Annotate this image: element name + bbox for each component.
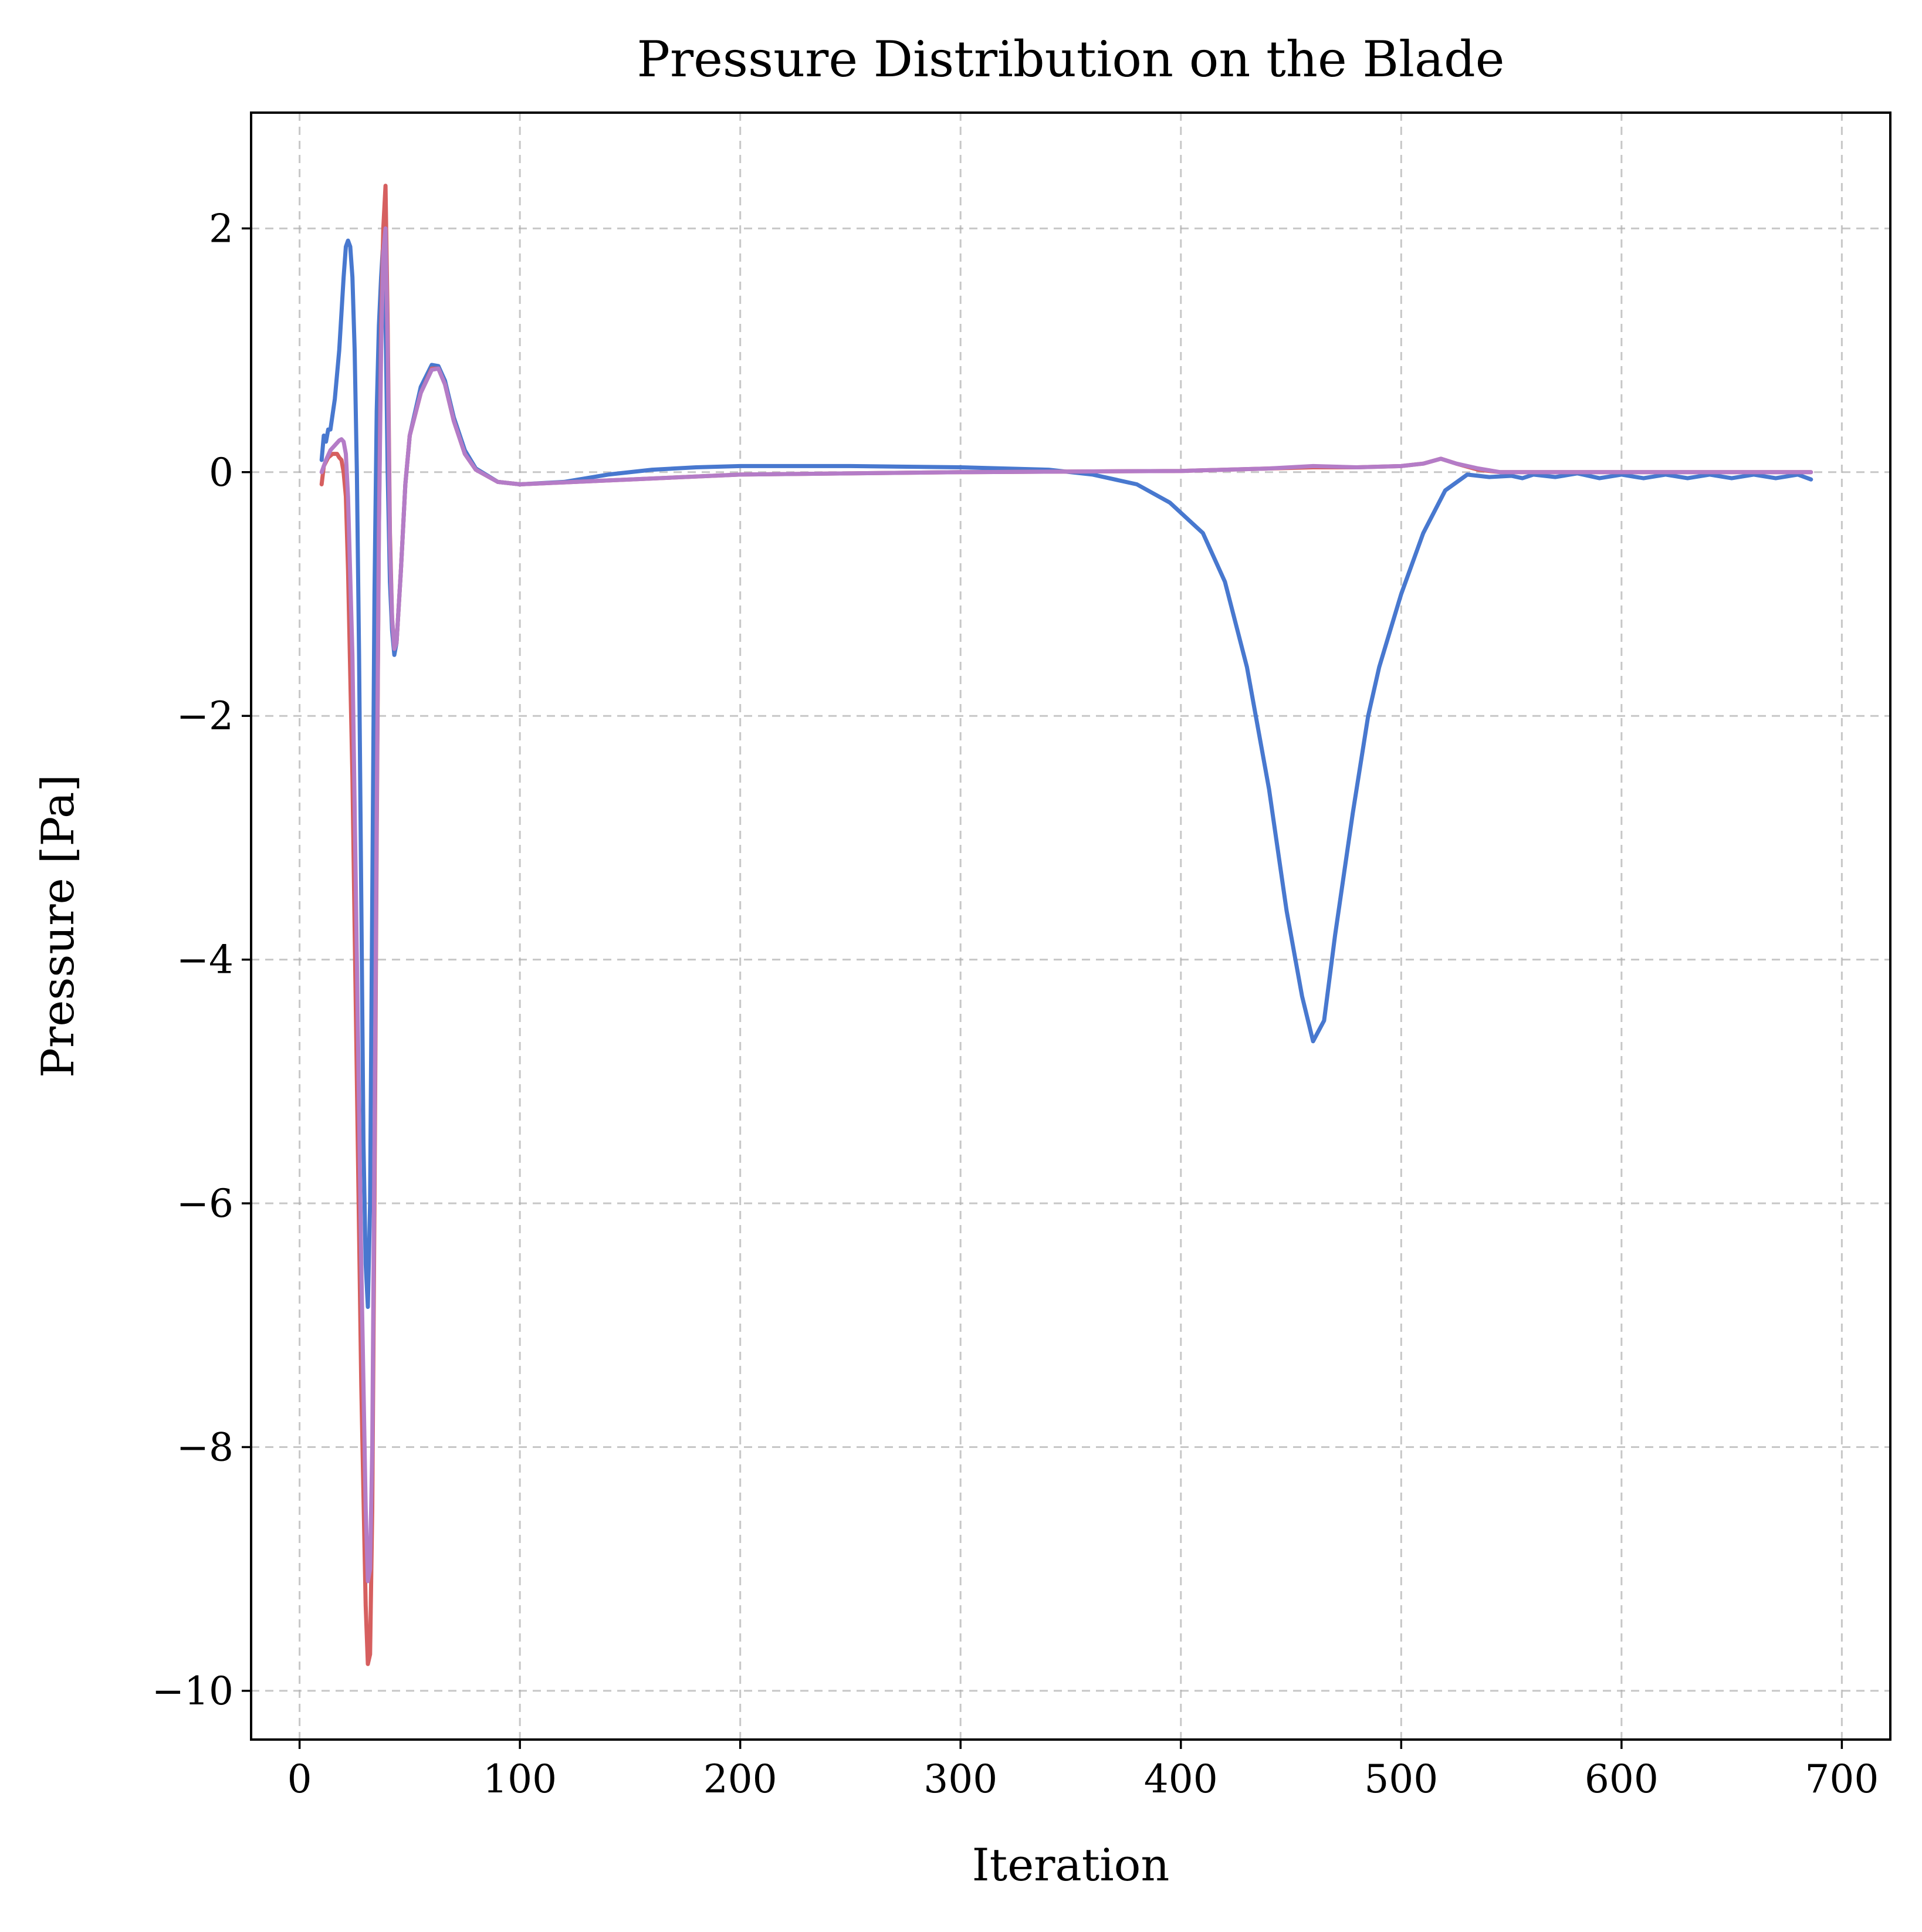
chart-title: Pressure Distribution on the Blade bbox=[637, 31, 1504, 88]
y-tick-label: −2 bbox=[177, 693, 234, 739]
y-tick-label: −6 bbox=[177, 1181, 234, 1226]
x-tick-label: 300 bbox=[923, 1757, 997, 1802]
series-line-3 bbox=[319, 226, 1813, 1584]
y-tick-label: −10 bbox=[152, 1669, 234, 1714]
x-tick-label: 500 bbox=[1364, 1757, 1438, 1802]
x-tick-label: 400 bbox=[1144, 1757, 1218, 1802]
x-tick-label: 200 bbox=[703, 1757, 777, 1802]
x-tick-label: 0 bbox=[287, 1757, 312, 1802]
x-tick-label: 100 bbox=[483, 1757, 557, 1802]
series-layer bbox=[319, 184, 1813, 1666]
x-axis-label: Iteration bbox=[972, 1839, 1170, 1891]
x-tick-label: 600 bbox=[1585, 1757, 1659, 1802]
y-tick-label: 2 bbox=[209, 206, 234, 251]
y-tick-label: −8 bbox=[177, 1425, 234, 1470]
y-axis-label: Pressure [Pa] bbox=[32, 774, 84, 1078]
x-tick-label: 700 bbox=[1805, 1757, 1879, 1802]
plot-frame bbox=[250, 111, 1891, 1741]
y-tick-label: −4 bbox=[177, 938, 234, 983]
ticks-layer: 0 100 200 300 400 500 600 700 2 0 −2 −4 −6 −8 −10 bbox=[152, 206, 1879, 1802]
y-tick-label: 0 bbox=[209, 450, 234, 495]
